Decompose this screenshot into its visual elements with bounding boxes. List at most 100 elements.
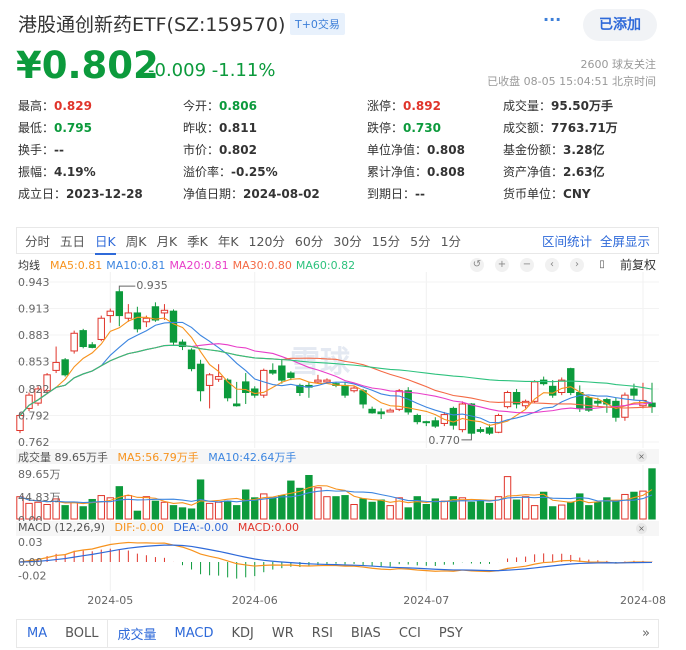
tab-indicator[interactable]: RSI xyxy=(311,626,333,641)
candle xyxy=(34,388,42,404)
tab-period[interactable]: 五日 xyxy=(60,234,86,249)
more-button[interactable]: ··· xyxy=(543,10,562,29)
volume-bar xyxy=(52,498,60,520)
zoom-out-icon[interactable]: − xyxy=(520,257,534,272)
ma-legend-item: MA30:0.80 xyxy=(232,259,292,272)
y-tick-label: 0.943 xyxy=(18,276,50,289)
macd-chart: 2024-05 2024-06 2024-07 2024-08 0.03 0.00-0.0… xyxy=(18,536,666,607)
tab-period[interactable]: 季K xyxy=(187,234,208,249)
volume-bar xyxy=(585,505,593,520)
info-value: 0.806 xyxy=(219,99,257,113)
tab-indicator[interactable]: CCI xyxy=(398,626,421,641)
tab-period[interactable]: 60分 xyxy=(294,234,324,249)
info-value: 0.808 xyxy=(427,165,465,179)
candle xyxy=(377,411,385,415)
tab-indicator[interactable]: WR xyxy=(271,626,294,641)
macd-dea: DEA:-0.00 xyxy=(173,521,229,534)
tab-period[interactable]: 年K xyxy=(217,234,239,249)
candle xyxy=(612,400,620,418)
info-item: 净值日期：2024-08-02 xyxy=(183,185,320,202)
tab-period[interactable]: 120分 xyxy=(248,234,285,249)
volume-bar xyxy=(639,490,647,520)
volume-bar xyxy=(88,498,96,520)
range-stats-button[interactable]: 区间统计 xyxy=(541,234,592,249)
tab-indicator[interactable]: KDJ xyxy=(231,626,254,641)
volume-bar xyxy=(34,501,42,520)
undo-icon[interactable]: ↺ xyxy=(470,257,484,272)
volume-bar xyxy=(232,505,241,520)
tab-period[interactable]: 5分 xyxy=(410,234,431,249)
tab-period[interactable]: 日K xyxy=(95,231,116,255)
chevron-left-icon[interactable]: ‹ xyxy=(545,257,559,272)
volume-bar xyxy=(567,501,575,520)
info-label: 成立日： xyxy=(18,187,67,201)
volume-bar xyxy=(242,489,250,520)
volume-bar xyxy=(440,500,449,520)
candle xyxy=(413,414,421,423)
info-item: 成交额：7763.71万 xyxy=(503,119,618,136)
candle xyxy=(269,369,277,374)
volume-bar xyxy=(269,497,277,520)
tab-indicator[interactable]: MA xyxy=(27,626,48,641)
volume-ma-line xyxy=(19,485,653,506)
adjust-select[interactable]: 前复权 xyxy=(620,258,657,272)
added-watchlist-button[interactable]: 已添加 xyxy=(583,9,657,41)
zoom-in-icon[interactable]: + xyxy=(495,257,509,272)
volume-bar xyxy=(449,496,458,520)
candle-style-icon[interactable]: ▯ xyxy=(599,258,605,270)
candle xyxy=(386,409,394,413)
macd-tick-label: 0.03 xyxy=(18,536,43,549)
candle xyxy=(476,429,485,432)
candle xyxy=(503,391,512,408)
tab-period[interactable]: 周K xyxy=(125,234,147,249)
volume-bar xyxy=(205,502,214,520)
volume-bar xyxy=(151,500,160,520)
volume-bar xyxy=(187,508,196,520)
info-item: 溢价率：-0.25% xyxy=(183,163,278,180)
info-label: 昨收： xyxy=(183,121,220,135)
ma-legend-item: MA5:0.81 xyxy=(50,259,103,272)
ma-legend-item: MA10:0.81 xyxy=(106,259,166,272)
candlestick-chart[interactable]: 雪球0.9430.9130.8830.8530.8220.7920.7620.9… xyxy=(0,272,686,448)
tab-period[interactable]: 1分 xyxy=(440,234,462,249)
tab-indicator[interactable]: PSY xyxy=(438,626,463,641)
close-icon[interactable]: × xyxy=(636,451,647,462)
followers-count[interactable]: 2600 球友关注 xyxy=(580,58,657,71)
volume-bar xyxy=(548,506,557,520)
tab-period[interactable]: 30分 xyxy=(333,234,362,249)
candle xyxy=(648,402,656,408)
tab-period[interactable]: 分时 xyxy=(25,234,51,249)
market-status: 已收盘 08-05 15:04:51 北京时间 xyxy=(487,75,656,88)
info-label: 基金份额： xyxy=(503,143,564,157)
fullscreen-button[interactable]: 全屏显示 xyxy=(599,234,650,249)
tab-indicator[interactable]: BIAS xyxy=(350,626,381,641)
volume-bar xyxy=(386,505,394,520)
volume-bar xyxy=(359,498,367,520)
change-percent: -1.11% xyxy=(211,60,276,81)
candle xyxy=(278,365,286,381)
chevron-right-icon[interactable]: › xyxy=(570,257,584,272)
indicator-tabs: MA BOLL 成交量 MACD KDJ WR RSI BIAS CCI PSY » xyxy=(16,619,659,648)
period-tabs: 分时 五日 日K 周K 月K 季K 年K 120分 60分 30分 15分 5分 1分 区间统计 全屏显示 xyxy=(16,227,659,255)
y-tick-label: 0.853 xyxy=(18,356,50,369)
current-price: ¥0.802 xyxy=(16,44,159,87)
info-item: 振幅：4.19% xyxy=(18,163,96,180)
more-indicators-button[interactable]: » xyxy=(642,626,650,641)
volume-bar xyxy=(278,495,286,520)
close-icon[interactable]: × xyxy=(636,523,647,534)
candle xyxy=(115,291,124,317)
y-tick-label: 0.913 xyxy=(18,303,50,316)
tab-indicator[interactable]: 成交量 xyxy=(117,628,157,643)
info-value: 95.50万手 xyxy=(551,99,613,113)
tab-indicator[interactable]: MACD xyxy=(174,626,214,641)
tab-indicator[interactable]: BOLL xyxy=(65,626,99,641)
volume-bar xyxy=(169,505,178,520)
volume-bar xyxy=(115,486,124,520)
volume-bar xyxy=(296,487,304,520)
x-tick-label: 2024-06 xyxy=(232,594,278,607)
volume-bar xyxy=(512,499,521,520)
tab-period[interactable]: 月K xyxy=(156,234,178,249)
tab-period[interactable]: 15分 xyxy=(371,234,401,249)
y-tick-label: 0.792 xyxy=(18,409,50,422)
volume-bar xyxy=(558,504,566,520)
